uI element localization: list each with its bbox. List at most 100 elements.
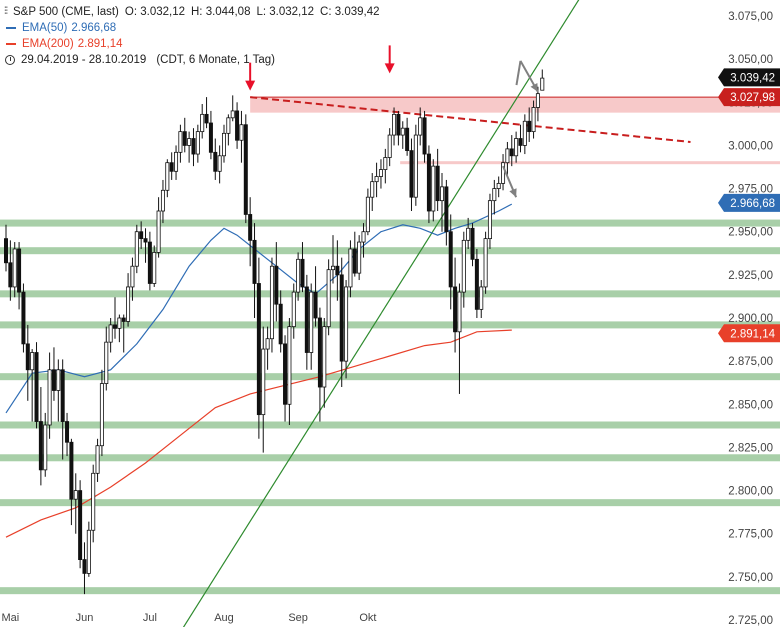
resistance-tag-label: 3.027,98 xyxy=(730,92,775,104)
candle-body xyxy=(330,265,335,271)
y-tick-label: 2.850,00 xyxy=(728,399,773,411)
candle-body xyxy=(99,383,104,447)
candle-body xyxy=(422,117,427,155)
ema200-tag-label: 2.891,14 xyxy=(730,328,775,340)
price-tags: 3.039,42 3.027,98 2.966,68 2.891,14 xyxy=(718,68,780,343)
candle-body xyxy=(365,196,370,233)
candle-body xyxy=(95,445,100,474)
candle-body xyxy=(483,238,488,288)
candle-body xyxy=(300,258,305,288)
candle-body xyxy=(239,124,244,141)
candle-body xyxy=(78,490,83,561)
candle-body xyxy=(147,241,152,284)
last-price-tag-label: 3.039,42 xyxy=(730,72,775,84)
candle-body xyxy=(51,369,56,391)
candle-body xyxy=(378,169,383,177)
candle-body xyxy=(121,317,126,322)
candle-body xyxy=(261,348,266,416)
candle-body xyxy=(17,248,22,293)
candle-body xyxy=(296,258,301,293)
x-tick-label: Aug xyxy=(214,612,234,624)
ema50-tag xyxy=(718,193,780,212)
support-zone xyxy=(0,499,780,507)
candle-body xyxy=(252,239,257,284)
candle-body xyxy=(65,421,70,443)
candle-body xyxy=(435,165,440,202)
ema50-label: EMA(50) xyxy=(22,22,68,34)
candle-body xyxy=(38,421,43,471)
candle-body xyxy=(370,181,375,198)
candle-body xyxy=(217,155,222,172)
candle-body xyxy=(82,559,87,574)
candle-body xyxy=(479,286,484,310)
resistance-tag xyxy=(718,88,780,107)
candle-body xyxy=(400,127,405,136)
ema50-legend[interactable]: EMA(50) 2.966,68 xyxy=(4,20,386,36)
candle-body xyxy=(86,529,91,574)
y-tick-label: 2.950,00 xyxy=(728,227,773,239)
support-zone xyxy=(0,219,780,227)
gray-arrow-head xyxy=(530,82,538,92)
candle-body xyxy=(518,138,523,146)
open-value: O: 3.032,12 xyxy=(124,6,185,18)
x-tick-label: Jun xyxy=(76,612,94,624)
candle-body xyxy=(457,291,462,333)
candle-body xyxy=(182,131,187,146)
uptrend-line xyxy=(182,0,580,627)
candle-body xyxy=(304,286,309,353)
candle-body xyxy=(514,138,519,157)
y-tick-label: 3.000,00 xyxy=(728,140,773,152)
candle-body xyxy=(431,165,436,212)
annotation-arrows xyxy=(245,45,539,198)
candle-body xyxy=(535,93,540,108)
gray-arrow-head xyxy=(509,188,517,198)
candle-body xyxy=(322,326,327,388)
candle-body xyxy=(235,110,240,141)
candle-body xyxy=(448,231,453,288)
candle-body xyxy=(470,227,475,260)
red-arrow-head xyxy=(384,63,395,74)
candle-body xyxy=(143,238,148,243)
candle-body xyxy=(60,369,65,422)
candle-body xyxy=(21,291,26,345)
resistance-levels xyxy=(250,96,780,165)
candle-body xyxy=(165,162,170,191)
candle-body xyxy=(187,138,192,146)
candles xyxy=(4,69,545,595)
support-zone xyxy=(0,290,780,298)
candle-body xyxy=(361,231,366,243)
candle-body xyxy=(439,186,444,202)
candle-body xyxy=(527,120,532,133)
support-zone xyxy=(0,587,780,595)
candle-body xyxy=(213,151,218,172)
y-tick-label: 2.775,00 xyxy=(728,529,773,541)
candle-body xyxy=(352,248,357,274)
ema200-legend[interactable]: EMA(200) 2.891,14 xyxy=(4,36,386,52)
candle-body xyxy=(208,122,213,153)
y-tick-label: 3.050,00 xyxy=(728,54,773,66)
support-zone xyxy=(0,321,780,329)
close-value: C: 3.039,42 xyxy=(320,6,380,18)
support-zone xyxy=(0,454,780,462)
high-value: H: 3.044,08 xyxy=(191,6,251,18)
ema200-swatch xyxy=(6,43,16,45)
candle-body xyxy=(309,291,314,353)
y-tick-label: 2.925,00 xyxy=(728,270,773,282)
low-value: L: 3.032,12 xyxy=(256,6,315,18)
candle-body xyxy=(387,134,392,158)
support-zone xyxy=(0,373,780,381)
candle-body xyxy=(540,77,545,91)
candle-body xyxy=(474,258,479,310)
ema50-swatch xyxy=(6,27,16,29)
candle-body xyxy=(326,269,331,328)
date-range: 29.04.2019 - 28.10.2019 xyxy=(21,54,147,66)
y-tick-label: 3.075,00 xyxy=(728,11,773,23)
candle-body xyxy=(152,252,157,284)
candle-body xyxy=(243,124,248,215)
candle-body xyxy=(108,324,113,343)
candle-body xyxy=(248,214,253,241)
candle-body xyxy=(4,238,9,264)
candle-body xyxy=(313,291,318,319)
candle-body xyxy=(25,343,30,371)
